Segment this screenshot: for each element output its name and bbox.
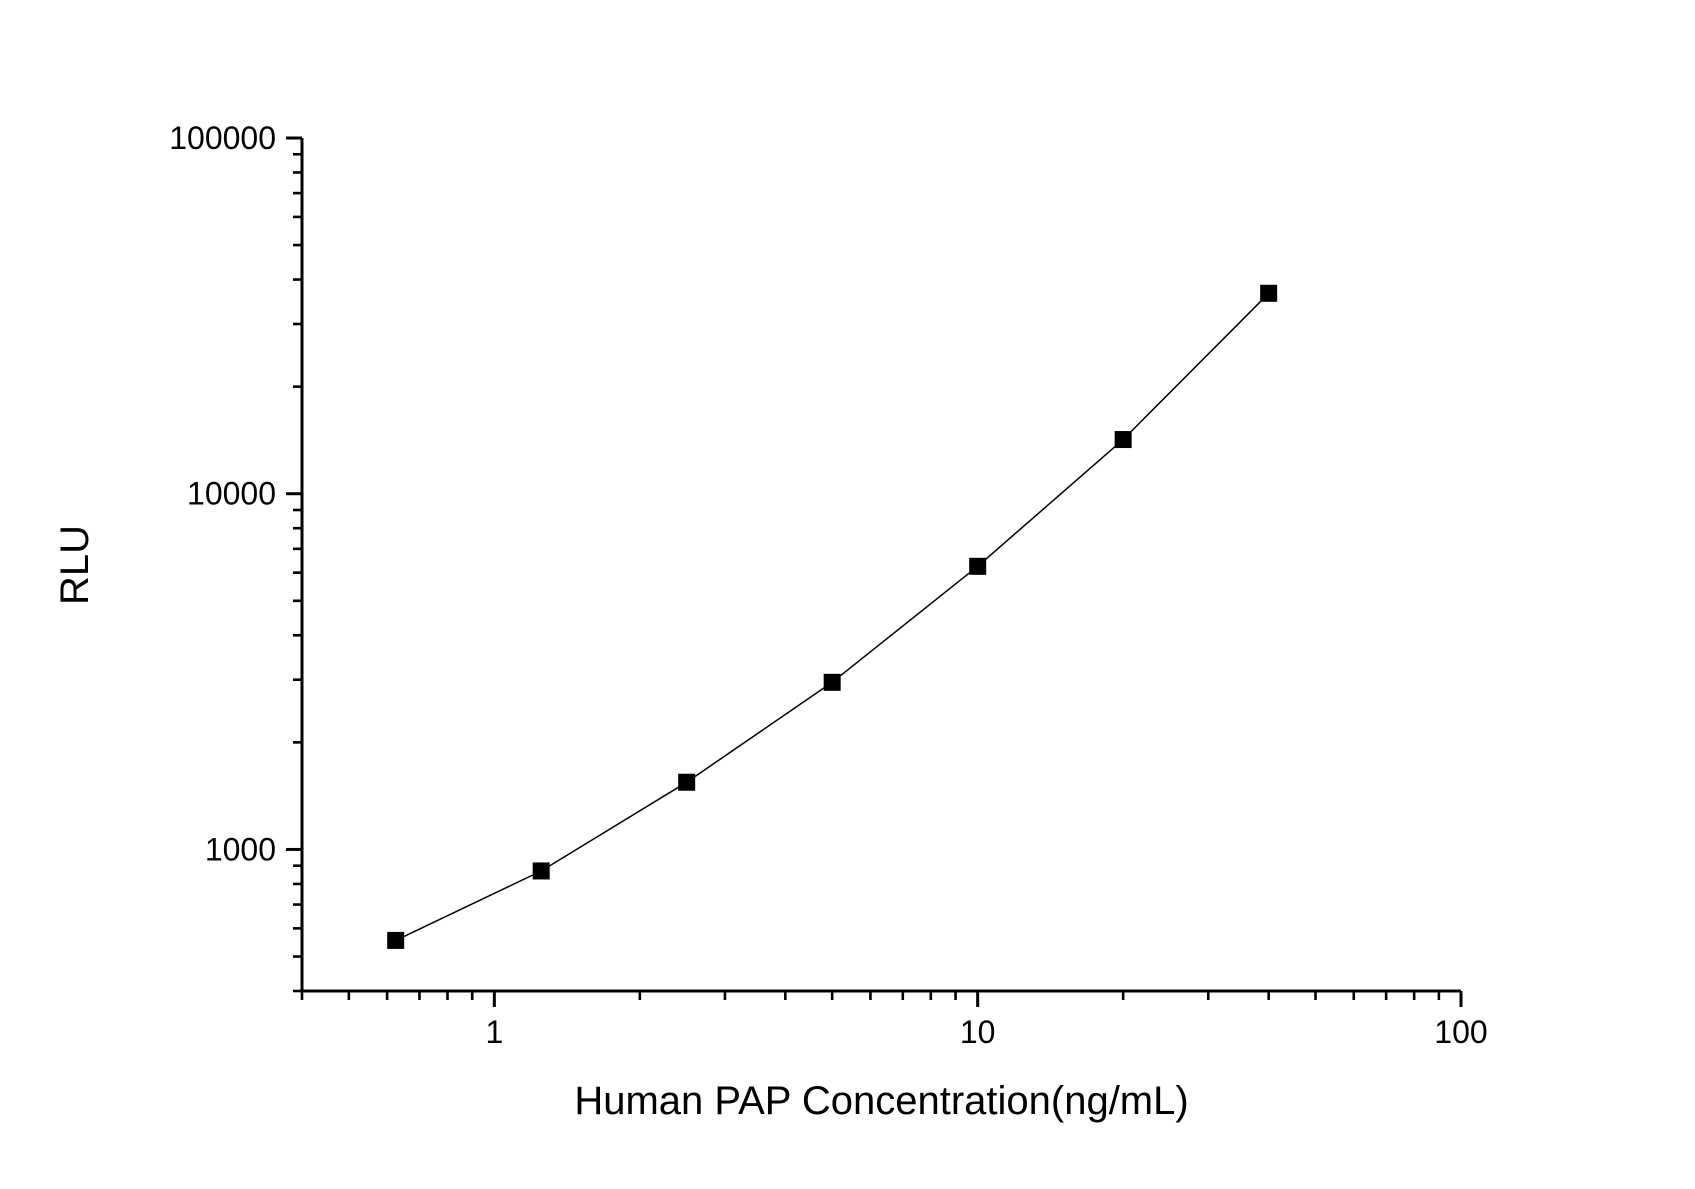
data-point-marker [532,862,550,880]
x-tick-label: 100 [1434,1014,1487,1050]
y-tick-label: 1000 [205,831,276,867]
data-point-marker [1114,431,1132,449]
x-tick-label: 10 [960,1014,996,1050]
x-axis-title: Human PAP Concentration(ng/mL) [574,1079,1188,1123]
x-tick-label: 1 [485,1014,503,1050]
series-line [395,292,1270,942]
y-tick-label: 10000 [187,476,276,512]
data-point-marker [678,773,696,791]
data-point-marker [1260,284,1278,302]
data-point-marker [387,931,405,949]
data-point-marker [823,673,841,691]
y-axis-title: RLU [53,525,97,605]
data-point-marker [969,557,987,575]
y-tick-label: 100000 [169,120,276,156]
